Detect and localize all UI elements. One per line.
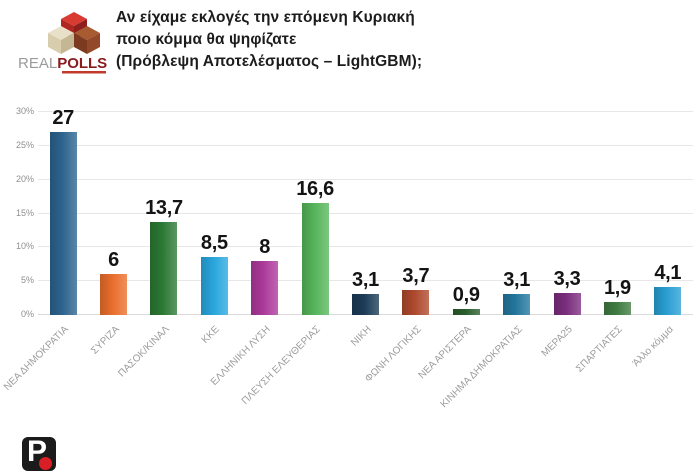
bar-8 xyxy=(452,308,480,315)
brand-tagline-strip xyxy=(62,71,106,74)
bar-2 xyxy=(150,222,178,315)
bar-1 xyxy=(100,274,128,315)
y-axis-tick-20: 20% xyxy=(15,173,34,184)
x-axis-label-3: ΚΚΕ xyxy=(200,324,223,346)
bar-column-11: 1,9 xyxy=(592,112,642,315)
pronews-logo: P xyxy=(22,435,56,471)
bar-column-0: 27 xyxy=(38,107,88,315)
svg-text:REALPOLLS: REALPOLLS xyxy=(18,55,107,72)
y-axis-tick-15: 15% xyxy=(15,207,34,218)
bar-column-10: 3,3 xyxy=(542,112,592,315)
bar-value-label-7: 3,7 xyxy=(402,264,430,287)
bar-value-label-5: 16,6 xyxy=(296,177,334,200)
bar-value-label-0: 27 xyxy=(52,107,75,130)
y-axis-tick-10: 10% xyxy=(15,241,34,252)
bar-6 xyxy=(351,294,379,315)
y-axis-tick-5: 5% xyxy=(20,275,34,286)
bar-3 xyxy=(200,257,228,315)
y-axis-tick-30: 30% xyxy=(15,106,34,116)
bar-chart: 0% 5% 10% 15% 20% 25% 30% 27 ΝΕΑ ΔΗΜΟΚΡΑΤΙΑ 6 ΣΥΡΙ… xyxy=(0,100,696,430)
x-axis-label-5: ΠΛΕΥΣΗ ΕΛΕΥΘΕΡΙΑΣ xyxy=(239,324,323,407)
brand-text-bold: POLLS xyxy=(57,55,107,72)
realpolls-logo: REALPOLLS xyxy=(12,4,116,84)
bar-column-7: 3,7 xyxy=(391,112,441,315)
gridline-20 xyxy=(38,178,693,180)
realpolls-cube-icon: REALPOLLS xyxy=(18,12,107,74)
gridline-15 xyxy=(38,212,693,214)
bar-value-label-9: 3,1 xyxy=(503,269,531,292)
x-axis-label-1: ΣΥΡΙΖΑ xyxy=(88,324,122,357)
chart-title-line1: Αν είχαμε εκλογές την επόμενη Κυριακή xyxy=(116,9,415,26)
bar-column-9: 3,1 xyxy=(491,112,541,315)
bar-value-label-10: 3,3 xyxy=(553,267,581,290)
bar-value-label-8: 0,9 xyxy=(452,283,480,306)
bar-column-5: 16,6 xyxy=(290,112,340,315)
bar-9 xyxy=(503,294,531,315)
bar-value-label-4: 8 xyxy=(259,235,271,258)
brand-text-light: REAL xyxy=(18,55,57,72)
gridline-30 xyxy=(38,111,693,112)
bar-column-2: 13,7 xyxy=(139,112,189,315)
plot-area: 0% 5% 10% 15% 20% 25% 30% 27 ΝΕΑ ΔΗΜΟΚΡΑΤΙΑ 6 ΣΥΡΙ… xyxy=(2,106,693,410)
gridline-25 xyxy=(38,144,693,146)
bar-column-4: 8 xyxy=(240,112,290,315)
bar-0 xyxy=(49,132,77,315)
x-axis-label-12: Άλλο κόμμα xyxy=(630,324,676,369)
x-axis-label-6: ΝΙΚΗ xyxy=(348,324,374,349)
chart-title-line2: ποιο κόμμα θα ψηφίζατε xyxy=(116,31,297,48)
x-axis-label-11: ΣΠΑΡΤΙΑΤΕΣ xyxy=(574,324,626,375)
y-axis-tick-25: 25% xyxy=(15,139,34,150)
x-axis-label-10: ΜΕΡΑ25 xyxy=(539,324,575,360)
bar-value-label-1: 6 xyxy=(108,249,119,272)
bar-7 xyxy=(402,289,430,315)
chart-title-line3: (Πρόβλεψη Αποτελέσματος – LightGBM); xyxy=(116,53,423,70)
bar-value-label-12: 4,1 xyxy=(654,262,682,285)
bar-5 xyxy=(301,202,329,315)
x-axis-label-8: ΝΕΑ ΑΡΙΣΤΕΡΑ xyxy=(416,324,475,382)
x-axis-label-4: ΕΛΛΗΝΙΚΗ ΛΥΣΗ xyxy=(208,324,273,388)
bar-value-label-3: 8,5 xyxy=(200,232,228,255)
x-axis-label-7: ΦΩΝΗ ΛΟΓΙΚΗΣ xyxy=(363,324,424,385)
x-axis-label-2: ΠΑΣΟΚ/ΚΙΝΑΛ xyxy=(116,324,172,380)
bar-4 xyxy=(251,260,279,315)
bar-column-3: 8,5 xyxy=(189,112,239,315)
bar-10 xyxy=(553,292,581,315)
y-axis-tick-0: 0% xyxy=(20,309,34,319)
x-axis-label-9: ΚΙΝΗΜΑ ΔΗΜΟΚΡΑΤΙΑΣ xyxy=(438,324,525,411)
pronews-logo-dot-icon xyxy=(39,457,52,470)
bar-value-label-2: 13,7 xyxy=(145,197,183,220)
gridline-10 xyxy=(38,246,693,248)
bar-column-12: 4,1 xyxy=(643,112,693,315)
bar-column-6: 3,1 xyxy=(340,112,390,315)
header: REALPOLLS Αν είχαμε εκλογές την επόμενη … xyxy=(0,0,696,96)
bar-12 xyxy=(654,287,682,315)
bar-column-8: 0,9 xyxy=(441,112,491,315)
bar-value-label-11: 1,9 xyxy=(603,277,631,300)
bar-column-1: 6 xyxy=(88,112,138,315)
chart-title: Αν είχαμε εκλογές την επόμενη Κυριακή πο… xyxy=(116,7,616,73)
bar-11 xyxy=(603,302,631,315)
gridline-5 xyxy=(38,280,693,282)
bar-value-label-6: 3,1 xyxy=(352,269,379,292)
